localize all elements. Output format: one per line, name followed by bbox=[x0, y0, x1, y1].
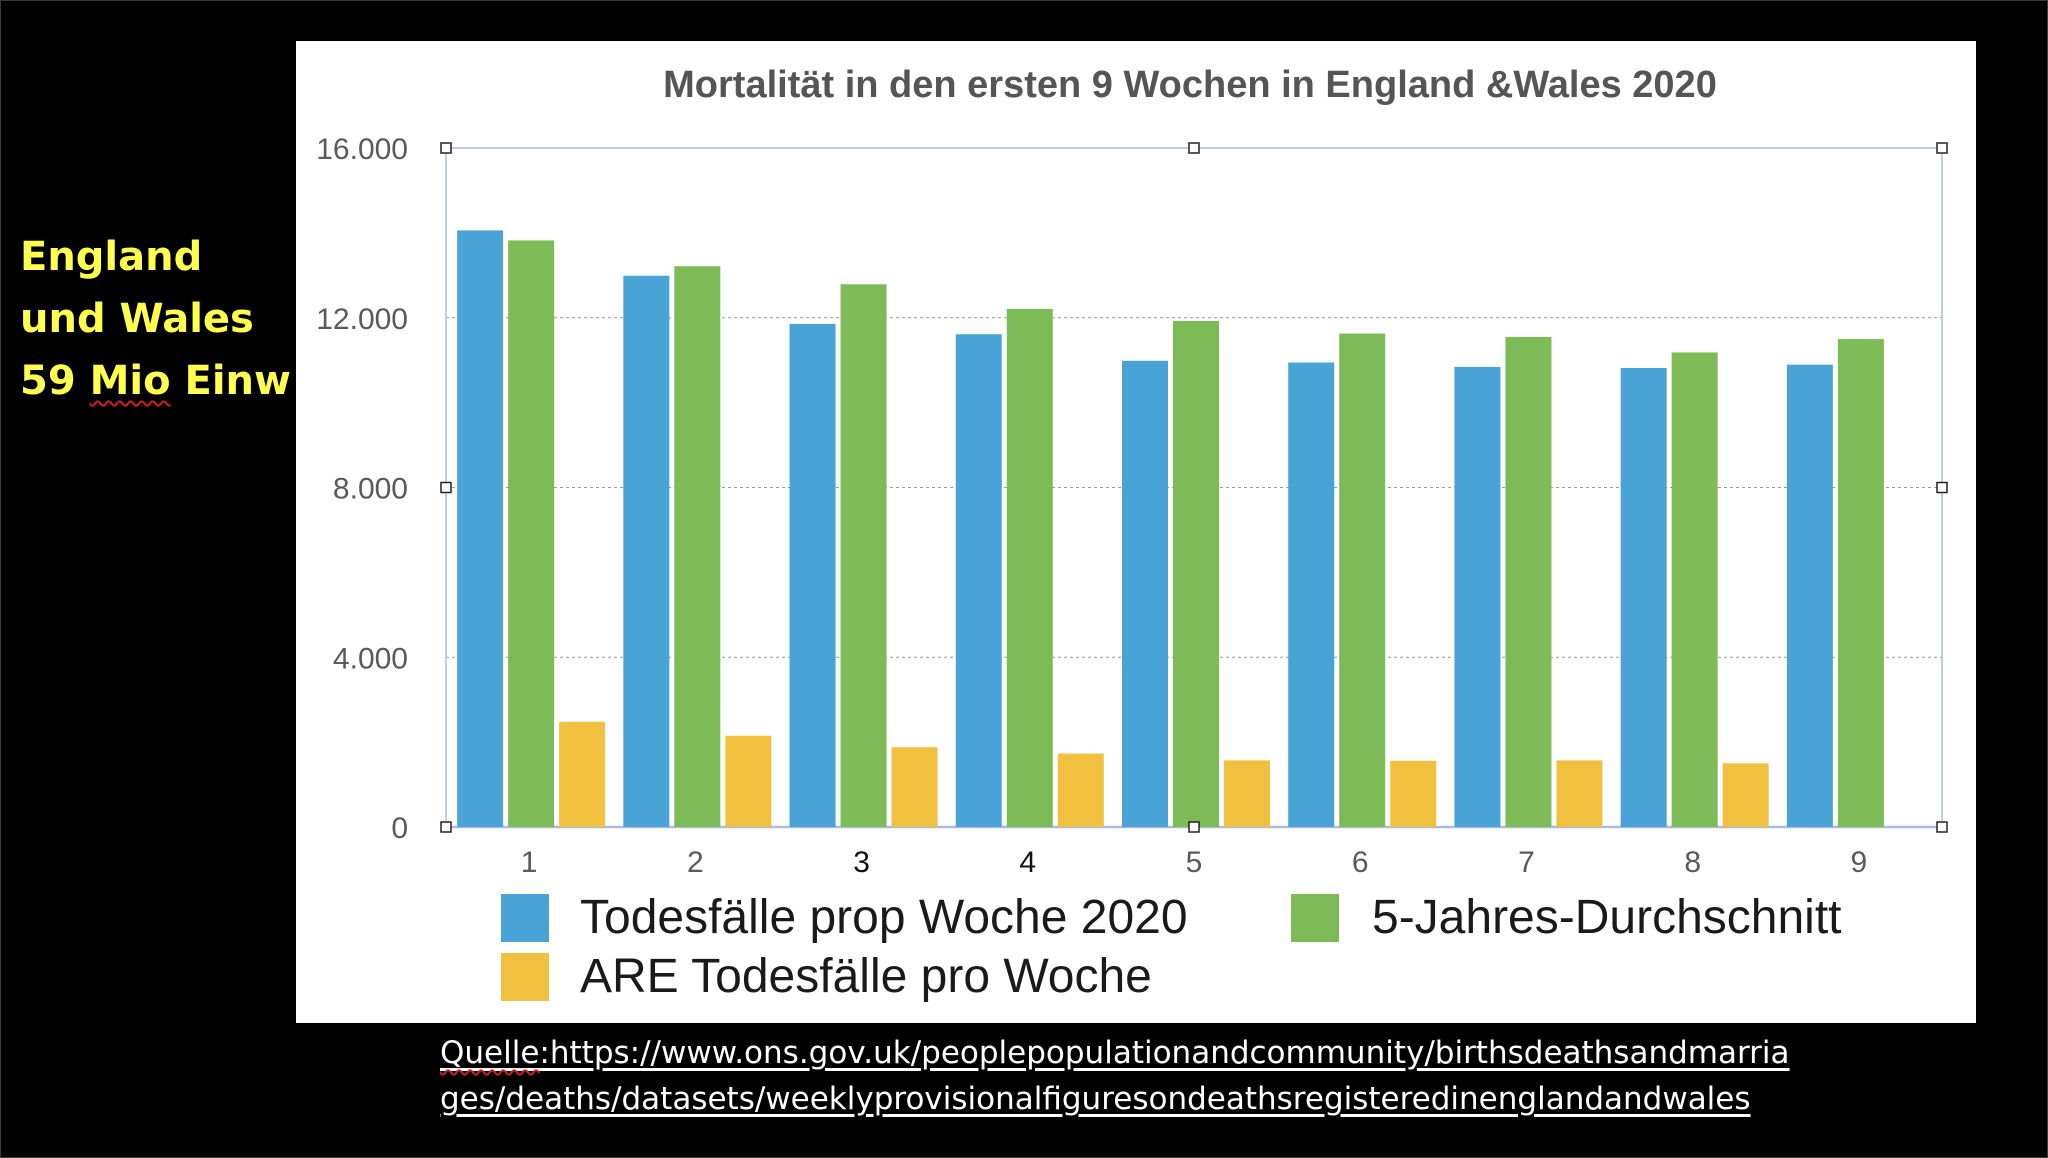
source-prefix: Quelle bbox=[440, 1035, 540, 1071]
x-tick-label: 5 bbox=[1186, 846, 1203, 879]
region-line-2: und Wales bbox=[20, 296, 254, 342]
bar bbox=[1620, 367, 1667, 827]
selection-handles[interactable] bbox=[440, 142, 1948, 833]
population-suffix: Einw bbox=[170, 358, 291, 404]
bar bbox=[1173, 320, 1219, 827]
bar bbox=[1339, 333, 1386, 827]
bar bbox=[1057, 753, 1104, 827]
legend-label: ARE Todesfälle pro Woche bbox=[580, 950, 1152, 1003]
x-tick-label: 7 bbox=[1518, 846, 1535, 879]
y-tick-label: 8.000 bbox=[333, 473, 408, 506]
chart-title: Mortalität in den ersten 9 Wochen in Eng… bbox=[663, 64, 1717, 106]
legend-swatch bbox=[501, 894, 549, 942]
population-unit-mio: Mio bbox=[89, 358, 171, 404]
population-number: 59 bbox=[20, 358, 90, 404]
region-line-3: 59 Mio Einw bbox=[20, 350, 291, 412]
x-tick-label: 9 bbox=[1851, 846, 1868, 879]
bar bbox=[674, 266, 721, 827]
bar bbox=[457, 230, 504, 827]
selection-handle[interactable] bbox=[440, 821, 452, 833]
bar bbox=[1786, 364, 1833, 827]
source-line-2[interactable]: ges/deaths/datasets/weeklyprovisionalfig… bbox=[440, 1081, 1751, 1117]
legend-label: Todesfälle prop Woche 2020 bbox=[580, 891, 1188, 944]
source-url-part-1: :https://www.ons.gov.uk/peoplepopulation… bbox=[539, 1035, 1790, 1071]
bar bbox=[840, 284, 887, 827]
bars-layer bbox=[457, 230, 1884, 828]
bar bbox=[725, 735, 772, 827]
x-tick-label: 2 bbox=[687, 846, 704, 879]
y-tick-label: 4.000 bbox=[333, 642, 408, 675]
x-tick-label: 6 bbox=[1352, 846, 1369, 879]
region-line-1: England bbox=[20, 234, 203, 280]
bar bbox=[1390, 760, 1437, 827]
selection-handle[interactable] bbox=[1936, 821, 1948, 833]
source-citation: Quelle:https://www.ons.gov.uk/peoplepopu… bbox=[440, 1030, 1840, 1122]
legend: Todesfälle prop Woche 2020 5-Jahres-Durch… bbox=[501, 891, 1842, 1003]
bar bbox=[1288, 362, 1335, 827]
bar bbox=[891, 747, 938, 827]
bar-chart[interactable]: Mortalität in den ersten 9 Wochen in Eng… bbox=[296, 41, 1976, 1023]
bar bbox=[789, 323, 836, 827]
x-tick-label: 3 bbox=[853, 846, 870, 879]
legend-label: 5-Jahres-Durchschnitt bbox=[1372, 891, 1842, 944]
source-line-1[interactable]: Quelle:https://www.ons.gov.uk/peoplepopu… bbox=[440, 1030, 1840, 1076]
y-tick-label: 16.000 bbox=[316, 133, 408, 166]
selection-handle[interactable] bbox=[1936, 142, 1948, 154]
selection-handle[interactable] bbox=[440, 142, 452, 154]
selection-handle[interactable] bbox=[440, 481, 452, 494]
bar bbox=[1722, 763, 1769, 827]
bar bbox=[508, 240, 555, 827]
bar bbox=[1671, 352, 1718, 827]
y-tick-label: 0 bbox=[391, 812, 408, 845]
bar bbox=[1505, 336, 1552, 827]
bar bbox=[623, 275, 670, 827]
bar bbox=[1006, 308, 1053, 828]
region-label: England und Wales 59 Mio Einw bbox=[20, 226, 291, 412]
x-tick-label: 4 bbox=[1019, 846, 1036, 879]
x-tick-label: 8 bbox=[1684, 846, 1701, 879]
legend-swatch bbox=[501, 953, 549, 1001]
bar bbox=[559, 721, 606, 827]
chart-panel[interactable]: Mortalität in den ersten 9 Wochen in Eng… bbox=[296, 41, 1976, 1023]
bar bbox=[1122, 360, 1168, 827]
bar bbox=[1837, 339, 1884, 827]
bar bbox=[1556, 760, 1603, 827]
x-tick-label: 1 bbox=[521, 846, 538, 879]
bar bbox=[1224, 760, 1270, 827]
selection-handle[interactable] bbox=[1936, 481, 1948, 494]
y-tick-label: 12.000 bbox=[316, 303, 408, 336]
legend-swatch bbox=[1291, 894, 1339, 942]
bar bbox=[955, 334, 1002, 827]
selection-handle[interactable] bbox=[1188, 142, 1200, 154]
bar bbox=[1454, 366, 1501, 827]
selection-handle[interactable] bbox=[1188, 821, 1200, 833]
